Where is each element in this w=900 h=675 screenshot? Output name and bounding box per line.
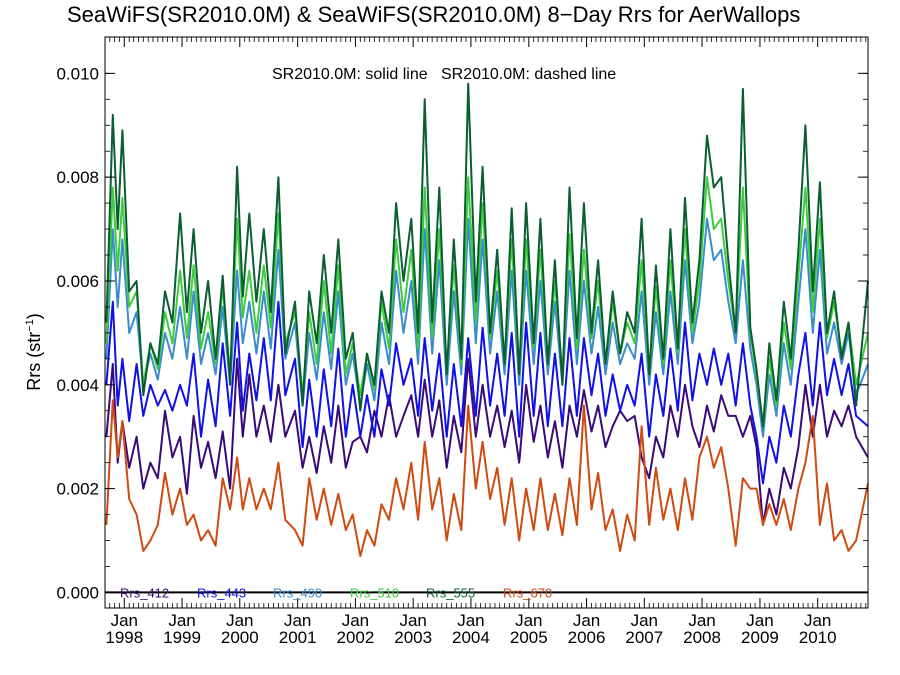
x-tick-label-year: 1998 (105, 628, 143, 647)
y-axis-label-exponent: −1 (24, 319, 36, 332)
x-tick-label-month: Jan (168, 611, 195, 630)
x-tick-label-month: Jan (457, 611, 484, 630)
axes: 0.0000.0020.0040.0060.0080.010Jan1998Jan… (56, 36, 869, 647)
x-tick-label-year: 2005 (510, 628, 548, 647)
x-tick-label-year: 2003 (394, 628, 432, 647)
legend-entry-rrs-412: Rrs_412 (120, 585, 169, 600)
y-axis-label: Rrs (str−1) (24, 313, 44, 391)
x-tick-label-year: 2004 (452, 628, 490, 647)
y-tick-label: 0.006 (56, 272, 99, 291)
x-tick-label-month: Jan (631, 611, 658, 630)
x-tick-label-year: 1999 (163, 628, 201, 647)
y-axis-label-main: Rrs (str (24, 332, 44, 391)
x-tick-label-month: Jan (226, 611, 253, 630)
legend-entry-rrs-510: Rrs_510 (350, 585, 399, 600)
x-tick-label-year: 2009 (741, 628, 779, 647)
plot-area (105, 82, 869, 594)
x-tick-label-month: Jan (342, 611, 369, 630)
y-tick-label: 0.000 (56, 583, 99, 602)
series-line-rrs-412 (105, 357, 869, 526)
x-tick-label-year: 2006 (568, 628, 606, 647)
legend-entry-rrs-443: Rrs_443 (197, 585, 246, 600)
x-tick-label-year: 2000 (221, 628, 259, 647)
x-tick-label-month: Jan (688, 611, 715, 630)
legend-entry-rrs-490: Rrs_490 (273, 585, 322, 600)
x-tick-label-year: 2002 (337, 628, 375, 647)
legend-entry-rrs-555: Rrs_555 (426, 585, 475, 600)
chart-title: SeaWiFS(SR2010.0M) & SeaWiFS(SR2010.0M) … (67, 2, 800, 27)
line-style-annotation: SR2010.0M: solid line SR2010.0M: dashed … (272, 66, 616, 83)
x-tick-label-month: Jan (284, 611, 311, 630)
series-line-rrs-443 (105, 300, 869, 485)
x-tick-label-month: Jan (746, 611, 773, 630)
y-tick-label: 0.004 (56, 376, 99, 395)
y-tick-label: 0.008 (56, 168, 99, 187)
y-tick-label: 0.002 (56, 480, 99, 499)
x-tick-label-month: Jan (111, 611, 138, 630)
series-line-rrs-555 (105, 82, 869, 428)
x-tick-label-month: Jan (804, 611, 831, 630)
x-tick-label-month: Jan (515, 611, 542, 630)
legend: Rrs_412 Rrs_443 Rrs_490 Rrs_510 Rrs_555 Rrs_6… (120, 585, 552, 600)
y-tick-label: 0.010 (56, 64, 99, 83)
x-tick-label-month: Jan (573, 611, 600, 630)
plot-frame (104, 36, 869, 609)
x-tick-label-year: 2001 (279, 628, 317, 647)
x-tick-label-year: 2010 (799, 628, 837, 647)
y-axis-label-close: ) (24, 313, 44, 319)
series-line-rrs-670 (105, 399, 869, 558)
x-tick-label-year: 2008 (683, 628, 721, 647)
x-tick-label-month: Jan (399, 611, 426, 630)
x-tick-label-year: 2007 (625, 628, 663, 647)
legend-entry-rrs-670: Rrs_670 (503, 585, 552, 600)
